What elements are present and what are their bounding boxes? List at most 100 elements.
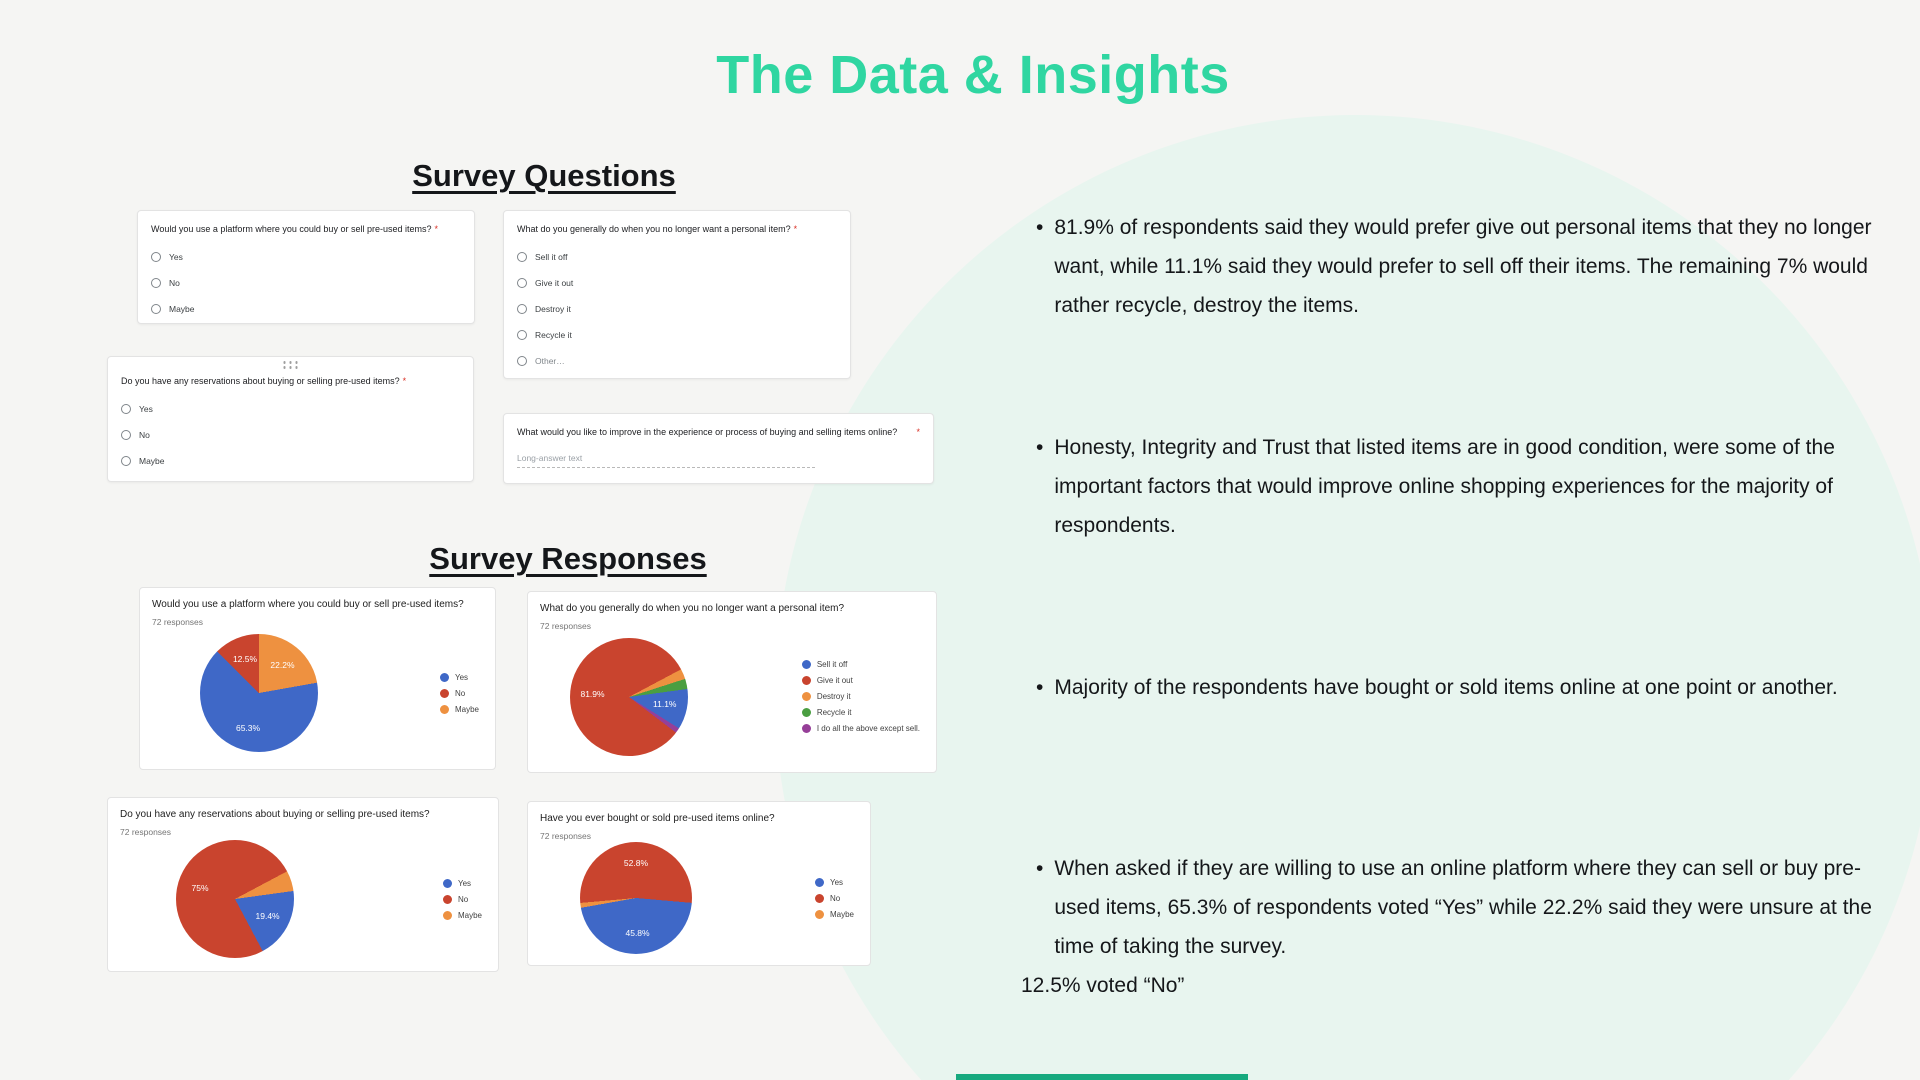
radio-icon xyxy=(517,355,527,366)
insight-bullet-1: • 81.9% of respondents said they would p… xyxy=(1036,208,1894,325)
legend-color-dot xyxy=(814,893,824,903)
legend-color-dot xyxy=(442,894,452,904)
response-card-1: Would you use a platform where you could… xyxy=(139,587,496,770)
legend-label: Maybe xyxy=(454,704,479,714)
question-card-1: Would you use a platform where you could… xyxy=(137,210,475,324)
bullet-marker: • xyxy=(1036,676,1044,699)
long-answer-placeholder: Long-answer text xyxy=(517,452,583,463)
response-count: 72 responses xyxy=(540,621,592,631)
insight-bullet-4: • When asked if they are willing to use … xyxy=(1036,849,1894,966)
radio-option-yes[interactable]: Yes xyxy=(121,403,460,414)
required-asterisk: * xyxy=(793,224,798,234)
question-text: * What would you like to improve in the e… xyxy=(517,426,920,439)
bottom-accent-bar xyxy=(956,1074,1248,1080)
legend-item: Yes xyxy=(814,877,854,887)
radio-option-maybe[interactable]: Maybe xyxy=(121,455,460,466)
legend-color-dot xyxy=(439,672,449,682)
radio-label: Other… xyxy=(535,355,565,366)
drag-handle-icon[interactable] xyxy=(283,361,298,369)
legend-label: No xyxy=(454,688,466,698)
radio-option-destroy[interactable]: Destroy it xyxy=(517,303,837,314)
pie-chart: 22.2% 65.3% 12.5% xyxy=(200,634,318,752)
legend-item: Destroy it xyxy=(801,692,920,701)
radio-option-maybe[interactable]: Maybe xyxy=(151,303,461,314)
radio-icon xyxy=(121,429,131,440)
question-card-4: * What would you like to improve in the e… xyxy=(503,413,934,484)
pie-slice-label: 19.4% xyxy=(255,910,280,921)
radio-icon xyxy=(517,277,527,288)
legend-color-dot xyxy=(439,688,449,698)
radio-label: Sell it off xyxy=(535,251,568,262)
insight-bullet-2: • Honesty, Integrity and Trust that list… xyxy=(1036,428,1894,545)
radio-label: Yes xyxy=(169,251,183,262)
response-card-4: Have you ever bought or sold pre-used it… xyxy=(527,801,871,966)
required-asterisk: * xyxy=(916,427,920,437)
legend-label: I do all the above except sell. xyxy=(816,724,920,733)
radio-icon xyxy=(151,303,161,314)
pie-chart: 45.8% 52.8% xyxy=(580,842,692,954)
legend-item: No xyxy=(442,894,482,904)
radio-option-no[interactable]: No xyxy=(121,429,460,440)
radio-option-no[interactable]: No xyxy=(151,277,461,288)
legend: Yes No Maybe xyxy=(442,878,482,920)
response-count: 72 responses xyxy=(152,617,204,627)
radio-label: Maybe xyxy=(139,455,165,466)
page-title: The Data & Insights xyxy=(716,45,1230,105)
pie-slice-label: 22.2% xyxy=(270,659,295,670)
question-card-3: Do you have any reservations about buyin… xyxy=(107,356,474,482)
legend-color-dot xyxy=(801,692,811,701)
questions-heading: Survey Questions xyxy=(412,158,676,193)
required-asterisk: * xyxy=(434,224,438,234)
radio-option-yes[interactable]: Yes xyxy=(151,251,461,262)
legend-label: Yes xyxy=(457,878,472,888)
legend-item: Yes xyxy=(442,878,482,888)
legend-color-dot xyxy=(801,660,811,669)
question-text: Would you use a platform where you could… xyxy=(151,223,461,236)
insight-bullet-3: • Majority of the respondents have bough… xyxy=(1036,668,1894,707)
insight-footnote: 12.5% voted “No” xyxy=(1021,974,1185,997)
response-card-2: What do you generally do when you no lon… xyxy=(527,591,937,773)
legend-item: I do all the above except sell. xyxy=(801,724,920,733)
legend-color-dot xyxy=(801,708,811,717)
radio-icon xyxy=(121,403,131,414)
question-label: Would you use a platform where you could… xyxy=(151,224,432,234)
pie-slice-label: 52.8% xyxy=(623,858,649,869)
legend-item: No xyxy=(439,688,479,698)
legend-label: Maybe xyxy=(829,909,854,919)
long-answer-field[interactable]: Long-answer text xyxy=(517,452,816,468)
pie-slice-label: 11.1% xyxy=(653,699,677,710)
chart-title: Do you have any reservations about buyin… xyxy=(120,809,430,820)
pie-chart: 19.4% 75% xyxy=(176,840,294,958)
radio-option-sell[interactable]: Sell it off xyxy=(517,251,837,262)
radio-icon xyxy=(151,251,161,262)
radio-label: Give it out xyxy=(535,277,574,288)
radio-label: Maybe xyxy=(169,303,195,314)
required-asterisk: * xyxy=(402,376,407,386)
chart-title: Would you use a platform where you could… xyxy=(152,599,464,610)
radio-option-other[interactable]: Other… xyxy=(517,355,837,366)
legend-color-dot xyxy=(442,878,452,888)
radio-label: Recycle it xyxy=(535,329,572,340)
legend: Yes No Maybe xyxy=(439,672,479,714)
chart-body: 45.8% 52.8% Yes No Maybe xyxy=(540,841,858,955)
response-count: 72 responses xyxy=(120,827,172,837)
insight-text: 81.9% of respondents said they would pre… xyxy=(1054,216,1872,317)
radio-label: Destroy it xyxy=(535,303,571,314)
legend-item: Sell it off xyxy=(801,660,920,669)
responses-heading: Survey Responses xyxy=(429,541,707,576)
pie-slice-label: 12.5% xyxy=(232,654,258,665)
insight-text: When asked if they are willing to use an… xyxy=(1054,857,1872,958)
pie-slice-label: 81.9% xyxy=(580,688,605,699)
radio-option-give[interactable]: Give it out xyxy=(517,277,837,288)
radio-option-recycle[interactable]: Recycle it xyxy=(517,329,837,340)
legend-color-dot xyxy=(442,910,452,920)
legend: Yes No Maybe xyxy=(814,877,854,919)
radio-icon xyxy=(151,277,161,288)
question-text: Do you have any reservations about buyin… xyxy=(121,375,460,388)
pie-chart: 11.1% 81.9% xyxy=(570,637,688,756)
pie-slice-label: 65.3% xyxy=(235,722,261,733)
chart-title: Have you ever bought or sold pre-used it… xyxy=(540,813,775,824)
radio-icon xyxy=(517,303,527,314)
chart-body: 22.2% 65.3% 12.5% Yes No Maybe xyxy=(152,627,483,759)
